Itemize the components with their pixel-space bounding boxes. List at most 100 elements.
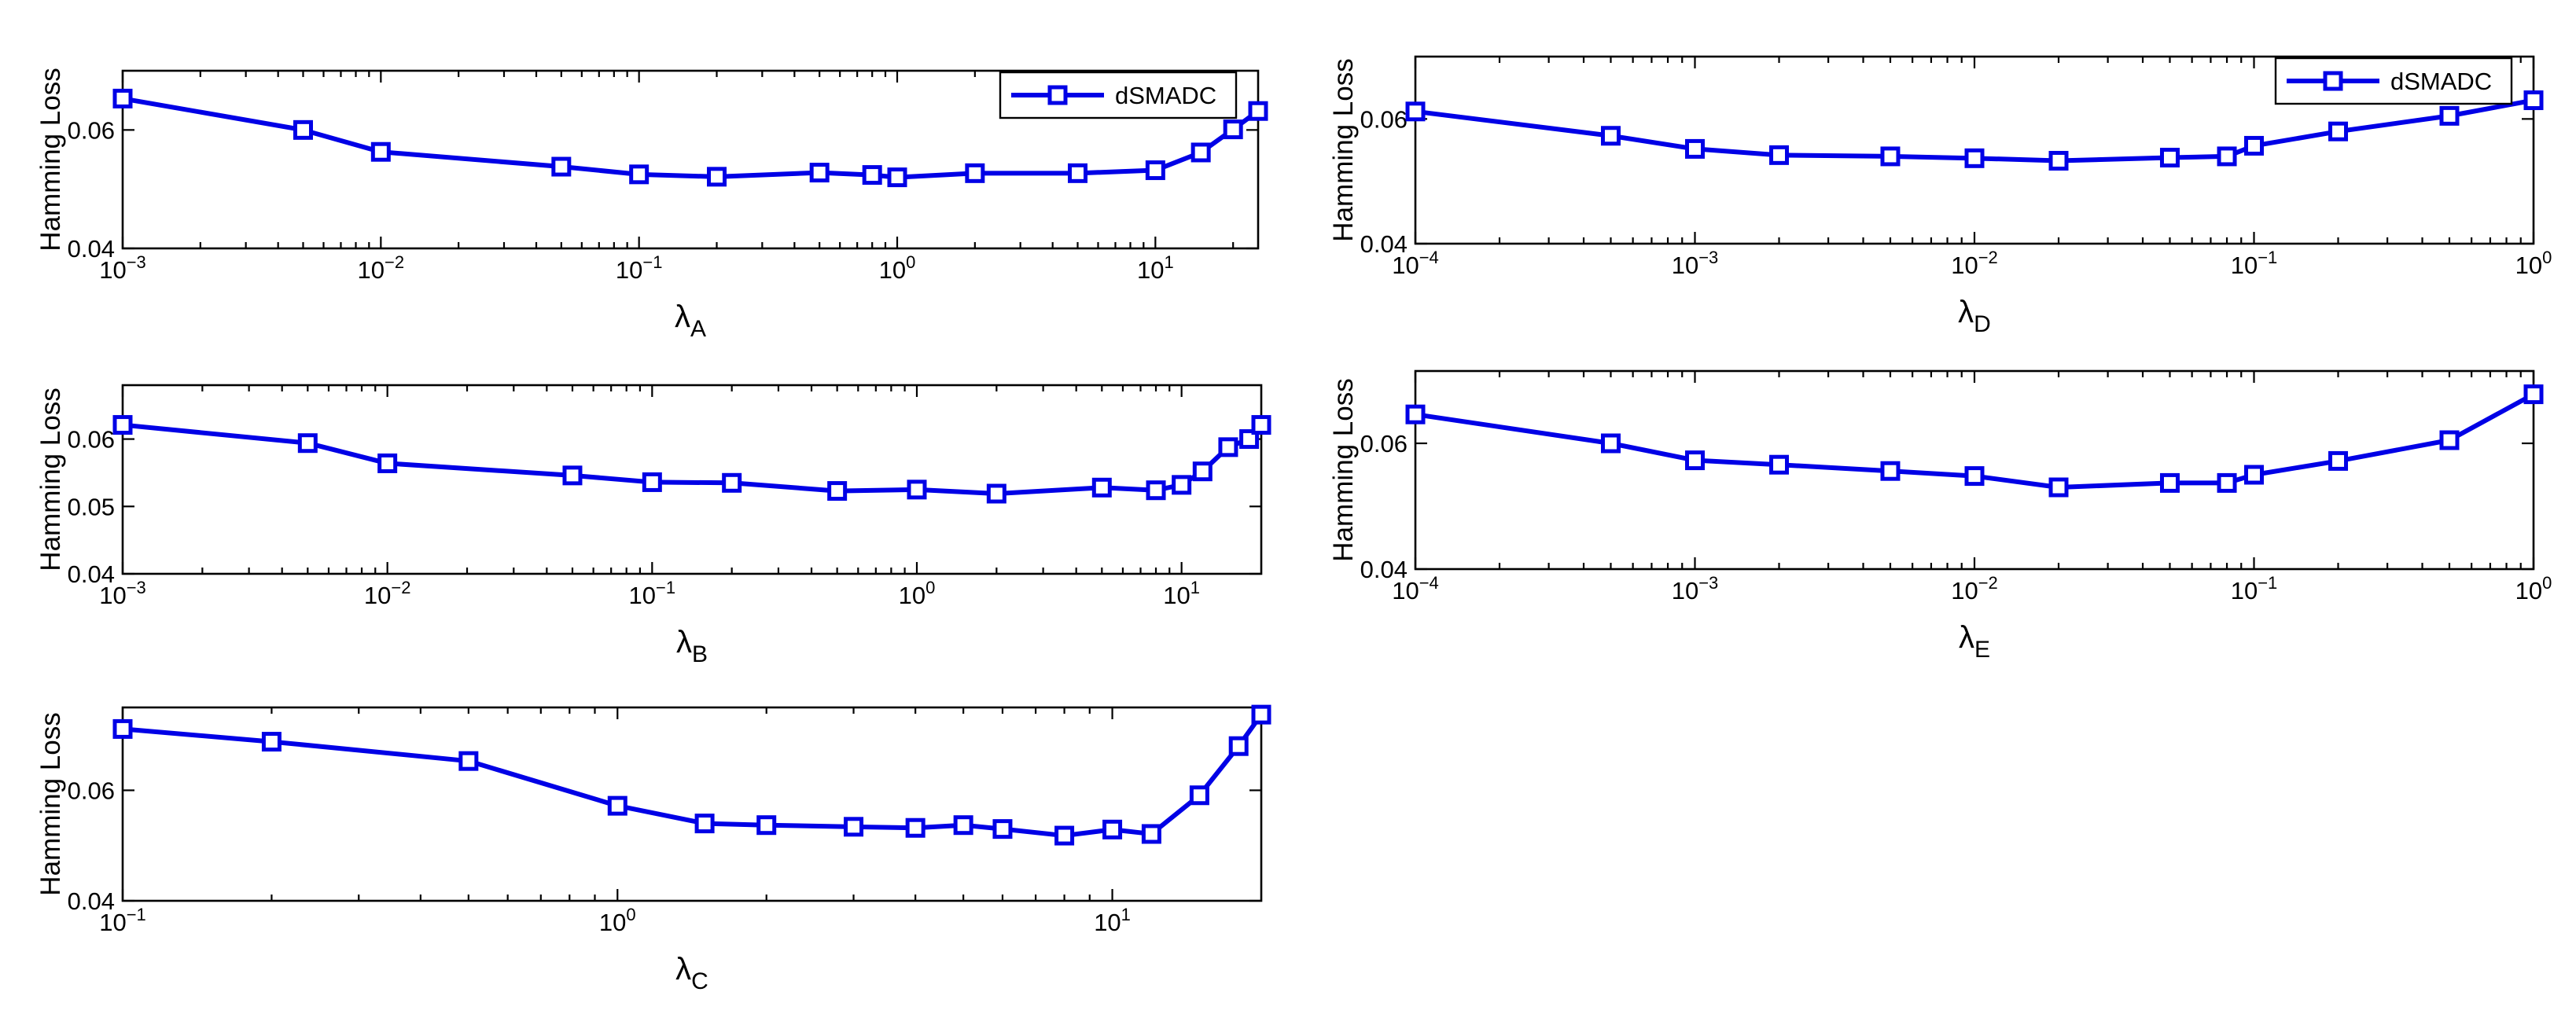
x-minor-ticks [199, 71, 1235, 248]
data-point [377, 453, 398, 473]
data-point [1880, 461, 1901, 481]
x-axis-label: λC [675, 952, 708, 994]
x-tick-label: 100 [2515, 573, 2552, 604]
data-point [1769, 145, 1790, 165]
data-point [2217, 472, 2237, 493]
x-axis-label: λD [1958, 295, 1991, 337]
data-point [1251, 415, 1271, 435]
x-tick-label: 10−1 [2231, 248, 2278, 279]
plot-frame [121, 384, 1263, 575]
x-tick-label: 10−2 [1951, 573, 1998, 604]
data-point [1405, 101, 1426, 122]
data-point [1146, 480, 1166, 501]
x-axis-label: λA [675, 299, 706, 342]
data-point [551, 156, 572, 177]
data-point [1091, 477, 1112, 498]
y-tick-label: 0.04 [68, 887, 115, 915]
data-point [458, 751, 479, 771]
y-tick-label: 0.04 [1360, 230, 1408, 258]
data-point [827, 481, 848, 501]
data-point [261, 732, 282, 752]
data-point [1248, 101, 1268, 121]
legend-label: dSMADC [1115, 82, 1216, 109]
data-point [642, 472, 662, 492]
data-point [844, 817, 864, 837]
data-point [694, 814, 715, 834]
x-tick-label: 10−4 [1392, 573, 1439, 604]
x-minor-ticks [1498, 371, 2522, 569]
data-point [2328, 450, 2349, 471]
x-tick-label: 10−2 [1951, 248, 1998, 279]
data-point [1223, 119, 1243, 140]
y-axis-label: Hamming Loss [35, 388, 66, 571]
data-point [1192, 461, 1213, 482]
x-tick-label: 100 [879, 252, 916, 284]
data-point [1600, 433, 1621, 454]
data-point [1964, 148, 1985, 168]
data-point [1251, 704, 1271, 725]
data-point [293, 119, 313, 140]
data-point [756, 815, 777, 836]
data-point [2244, 465, 2264, 485]
x-minor-ticks [201, 385, 1171, 574]
data-point [907, 479, 927, 500]
x-tick-label: 10−1 [2231, 573, 2278, 604]
data-point [809, 163, 830, 183]
data-point [297, 433, 318, 454]
x-tick-label: 10−3 [1672, 573, 1719, 604]
data-point [112, 415, 133, 435]
data-point [607, 795, 627, 816]
y-tick-label: 0.04 [68, 560, 115, 588]
legend-marker-sample [1047, 85, 1068, 105]
y-tick-label: 0.06 [1360, 105, 1408, 133]
y-tick-label: 0.05 [68, 493, 115, 520]
x-tick-label: 100 [899, 578, 936, 609]
legend-marker-sample [2323, 71, 2343, 91]
x-axis-label: λB [676, 625, 708, 667]
data-point [2244, 135, 2264, 156]
data-point [2523, 90, 2544, 111]
x-tick-label: 101 [1163, 578, 1200, 609]
y-axis-label: Hamming Loss [35, 712, 66, 895]
legend: dSMADC [999, 71, 1238, 119]
y-tick-label: 0.06 [68, 777, 115, 804]
data-point [1218, 437, 1238, 457]
data-point [370, 141, 391, 162]
data-point [1239, 429, 1260, 450]
series-line [120, 712, 1264, 839]
data-point [1141, 824, 1161, 844]
data-point [2439, 105, 2460, 126]
data-point [905, 817, 926, 838]
x-tick-label: 101 [1137, 252, 1174, 284]
x-tick-label: 10−1 [616, 252, 663, 284]
data-point [1189, 785, 1209, 806]
x-tick-label: 10−3 [1672, 248, 1719, 279]
y-axis-label: Hamming Loss [1328, 58, 1359, 241]
data-point [2328, 121, 2349, 141]
x-tick-label: 10−1 [99, 905, 146, 936]
x-tick-label: 101 [1094, 905, 1131, 936]
y-tick-label: 0.06 [68, 116, 115, 144]
legend-label: dSMADC [2390, 68, 2492, 95]
data-point [887, 167, 907, 188]
data-point [1685, 138, 1705, 159]
data-point [1600, 126, 1621, 146]
legend: dSMADC [2274, 57, 2513, 105]
data-point [1102, 819, 1123, 839]
x-tick-label: 100 [599, 905, 636, 936]
data-point [562, 465, 583, 486]
data-point [2048, 150, 2069, 171]
data-point [992, 819, 1013, 839]
data-point [112, 88, 133, 108]
x-tick-label: 100 [2515, 248, 2552, 279]
data-point [2523, 384, 2544, 405]
data-point [2048, 477, 2069, 498]
data-point [629, 164, 650, 185]
x-tick-label: 10−1 [629, 578, 676, 609]
data-point [2217, 146, 2237, 167]
